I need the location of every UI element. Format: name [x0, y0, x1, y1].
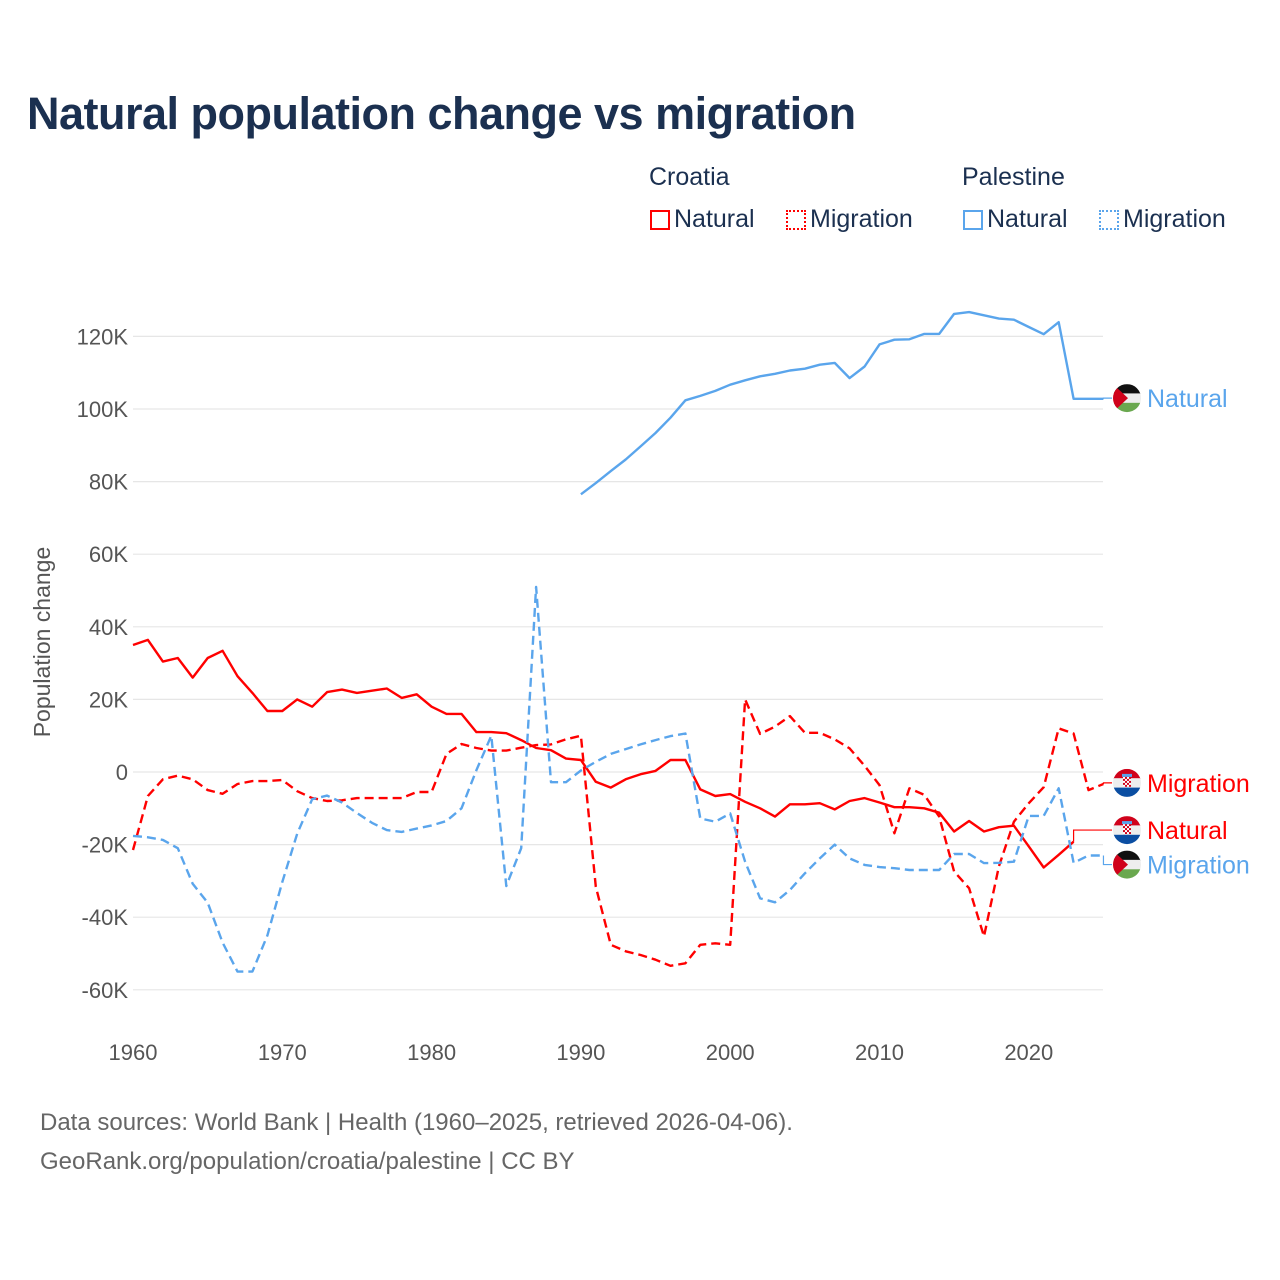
- legend-palestine-natural[interactable]: Natural: [963, 205, 1068, 234]
- x-tick-label: 2020: [1004, 1040, 1053, 1065]
- legend-palestine-migration[interactable]: Migration: [1099, 205, 1226, 234]
- series-line-croatia-migration: [131, 698, 1104, 967]
- label-leader-line: [1102, 397, 1112, 399]
- palestine-flag-icon: [1113, 384, 1141, 413]
- solid-swatch-icon: [650, 209, 670, 230]
- palestine-flag-icon: [1113, 851, 1141, 880]
- y-tick-label: 20K: [89, 687, 128, 712]
- legend-group-palestine: Palestine: [962, 163, 1065, 191]
- legend-label: Migration: [1123, 205, 1226, 233]
- series-end-label: Migration: [1147, 770, 1250, 798]
- chart-title: Natural population change vs migration: [27, 88, 856, 139]
- croatia-flag-icon: [1113, 769, 1141, 798]
- y-tick-label: 80K: [89, 470, 128, 495]
- x-tick-label: 1960: [109, 1040, 158, 1065]
- series-end-label: Natural: [1147, 817, 1228, 845]
- y-tick-label: 120K: [77, 324, 129, 349]
- y-tick-label: 0: [116, 760, 128, 785]
- y-axis-label: Population change: [29, 547, 55, 738]
- solid-swatch-icon: [963, 209, 983, 230]
- y-tick-label: 100K: [77, 397, 129, 422]
- series-line-palestine-natural: [580, 310, 1104, 496]
- y-tick-label: -20K: [82, 833, 129, 858]
- dotted-swatch-icon: [1099, 209, 1119, 230]
- footer-sources: Data sources: World Bank | Health (1960–…: [40, 1109, 793, 1136]
- series-end-label: Natural: [1147, 385, 1228, 413]
- legend-group-croatia: Croatia: [649, 163, 730, 191]
- series-line-palestine-migration: [132, 585, 1104, 973]
- legend-label: Natural: [987, 205, 1068, 233]
- footer-attribution[interactable]: GeoRank.org/population/croatia/palestine…: [40, 1148, 575, 1175]
- legend-label: Migration: [810, 205, 913, 233]
- y-tick-label: -40K: [82, 905, 129, 930]
- y-tick-label: -60K: [82, 978, 129, 1003]
- y-tick-label: 60K: [89, 542, 128, 567]
- label-leader-line: [1072, 829, 1112, 842]
- legend-croatia-migration[interactable]: Migration: [786, 205, 913, 234]
- label-leader-line: [1102, 855, 1112, 866]
- x-tick-label: 2000: [706, 1040, 755, 1065]
- x-tick-label: 1970: [258, 1040, 307, 1065]
- series-end-label: Migration: [1147, 852, 1250, 880]
- x-tick-label: 1980: [407, 1040, 456, 1065]
- x-tick-label: 2010: [855, 1040, 904, 1065]
- dotted-swatch-icon: [786, 209, 806, 230]
- legend-label: Natural: [674, 205, 755, 233]
- x-tick-label: 1990: [556, 1040, 605, 1065]
- croatia-flag-icon: [1113, 816, 1141, 845]
- legend-croatia-natural[interactable]: Natural: [650, 205, 755, 234]
- y-tick-label: 40K: [89, 615, 128, 640]
- label-leader-line: [1102, 782, 1112, 784]
- series-line-croatia-natural: [132, 638, 1075, 869]
